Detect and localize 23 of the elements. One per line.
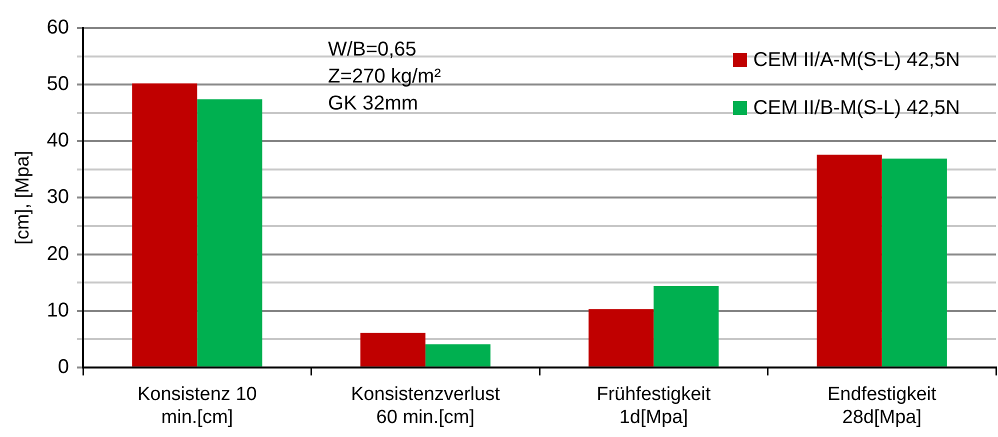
- legend-label: CEM II/B-M(S-L) 42,5N: [753, 96, 960, 121]
- y-tick-label: 40: [46, 130, 70, 152]
- bar: [360, 332, 426, 366]
- legend-label: CEM II/A-M(S-L) 42,5N: [753, 48, 960, 73]
- annotation: W/B=0,65 Z=270 kg/m² GK 32mm: [328, 38, 442, 115]
- bar: [588, 309, 654, 366]
- bar: [816, 154, 882, 366]
- y-tick-label: 60: [46, 16, 70, 39]
- bar: [654, 286, 719, 366]
- x-tick-label: Konsistenz 10 min.[cm]: [137, 384, 257, 428]
- x-tick-label: Endfestigkeit 28d[Mpa]: [827, 384, 937, 428]
- bar: [882, 158, 947, 366]
- x-tick-label: Frühfestigkeit 1d[Mpa]: [596, 384, 712, 428]
- y-tick-label: 50: [46, 73, 70, 96]
- bar: [132, 83, 198, 366]
- y-axis-title: [cm], [Mpa]: [12, 150, 34, 245]
- y-tick-label: 0: [58, 356, 70, 378]
- bar: [425, 344, 490, 366]
- y-tick-label: 10: [46, 299, 70, 322]
- bar: [197, 99, 262, 366]
- x-tick-label: Konsistenzverlust 60 min.[cm]: [350, 384, 501, 428]
- y-tick-label: 20: [46, 242, 70, 265]
- y-tick-label: 30: [46, 186, 70, 208]
